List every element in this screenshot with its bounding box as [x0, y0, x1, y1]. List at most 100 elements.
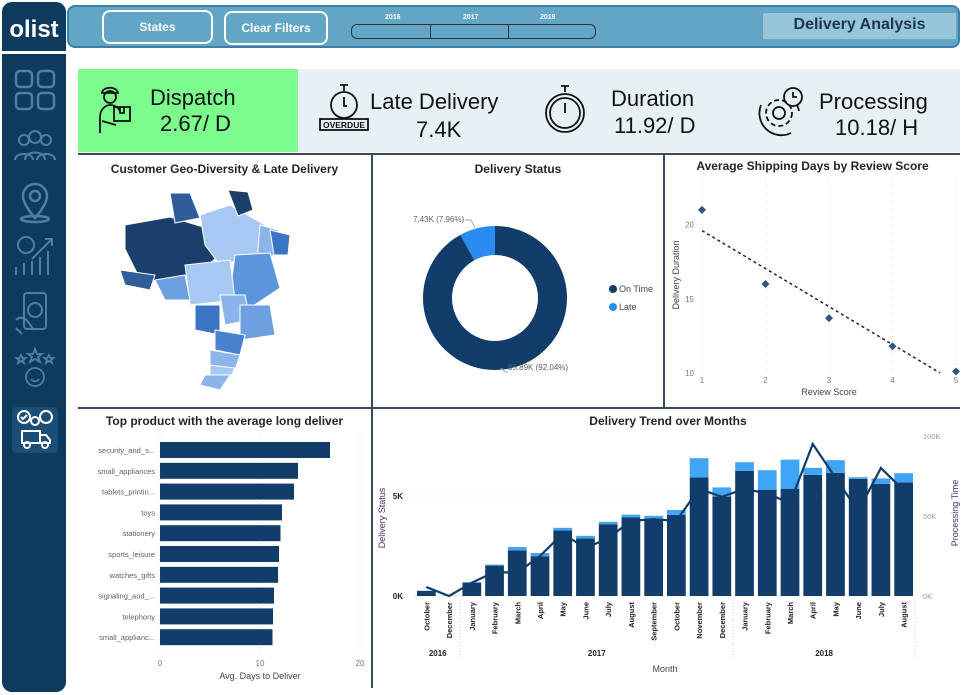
delivery-icon[interactable]: [12, 407, 58, 453]
legend-marker-1: [609, 303, 617, 311]
brazil-map[interactable]: [110, 185, 290, 390]
overdue-text: OVERDUE: [323, 120, 365, 130]
bar-on-time: [757, 489, 777, 596]
bar-on-time: [894, 482, 913, 596]
y-tick-label: 20: [685, 221, 694, 230]
kpi-processing: Processing 10.18/ H: [741, 69, 960, 152]
state-ro: [154, 274, 191, 301]
scatter-point: [698, 205, 706, 214]
y-axis-label: Delivery Status: [377, 487, 387, 548]
bar-category-label: telephony: [122, 612, 155, 621]
month-label: February: [491, 601, 500, 634]
x-tick-label: 4: [890, 376, 895, 385]
bar-category-label: stationery: [122, 529, 155, 538]
month-label: July: [604, 601, 613, 617]
bar-late: [485, 564, 504, 566]
y2-tick-label: 50K: [923, 512, 936, 521]
y-tick-label: 15: [685, 295, 694, 304]
bar-late: [712, 487, 732, 497]
month-label: October: [672, 602, 681, 631]
bar: [160, 504, 282, 521]
customers-icon[interactable]: [12, 124, 58, 170]
bar-late: [576, 535, 595, 539]
month-label: August: [900, 602, 909, 628]
bar-on-time: [871, 483, 891, 596]
donut-label-late: 7.43K (7.96%): [413, 215, 464, 224]
month-label: April: [809, 602, 818, 619]
payment-icon[interactable]: [12, 290, 58, 336]
bar-late: [667, 510, 686, 515]
donut-leader-on-time: [500, 367, 508, 373]
bar-late: [689, 458, 709, 478]
month-label: June: [854, 602, 863, 620]
bar-late: [780, 459, 800, 489]
processing-time-line: [425, 441, 905, 598]
x-tick-label: 20: [356, 659, 365, 668]
month-label: July: [877, 601, 886, 617]
year-label-2016: 2016: [385, 14, 401, 21]
scatter-point: [761, 280, 770, 288]
bar-category-label: small_applianc...: [99, 633, 155, 642]
month-label: January: [468, 601, 477, 631]
bar-on-time: [712, 496, 732, 596]
kpi-dispatch-label: Dispatch: [150, 85, 236, 110]
state-rs: [199, 374, 231, 390]
month-label: December: [445, 602, 454, 638]
bar-late: [621, 514, 641, 518]
month-label: May: [559, 601, 568, 616]
year-slicer[interactable]: [351, 24, 596, 39]
kpi-processing-label: Processing: [819, 89, 928, 114]
bar-on-time: [530, 556, 550, 596]
clear-filters-button[interactable]: Clear Filters: [224, 11, 328, 45]
bar-on-time: [485, 565, 504, 596]
states-button[interactable]: States: [102, 10, 213, 44]
bar: [160, 546, 279, 562]
month-label: August: [627, 602, 636, 628]
bar-late: [894, 473, 913, 483]
delivery-man-icon: [99, 86, 131, 133]
overdue-stopwatch-icon: OVERDUE: [319, 84, 369, 131]
bar: [160, 462, 298, 479]
year-label: 2017: [588, 649, 606, 658]
bar-late: [507, 547, 527, 551]
top-products-bar-chart: 0 10 20 security_and_s... small_appliancesta…: [97, 435, 365, 681]
bar-on-time: [621, 517, 641, 596]
legend-label-0: On Time: [619, 284, 653, 294]
kpi-duration-label: Duration: [611, 86, 695, 111]
bar-on-time: [417, 591, 436, 596]
bar-late: [735, 462, 754, 471]
bar: [160, 525, 281, 542]
year-label: 2016: [429, 649, 447, 658]
trend-title: Delivery Trend over Months: [589, 414, 747, 428]
bar-late: [757, 470, 777, 490]
x-tick-label: 3: [827, 376, 832, 385]
gear-clock-icon: [758, 87, 803, 137]
donut-title: Delivery Status: [474, 162, 562, 176]
bar-on-time: [462, 582, 482, 596]
state-pr: [209, 349, 241, 371]
kpi-duration-value: 11.92/ D: [614, 113, 696, 138]
trend-line: [701, 229, 941, 374]
location-icon[interactable]: [12, 178, 58, 224]
sidebar: olist: [2, 2, 66, 692]
map-title: Customer Geo-Diversity & Late Delivery: [110, 162, 339, 176]
month-label: September: [650, 602, 659, 641]
bar: [160, 483, 294, 500]
scatter-point: [952, 367, 960, 376]
y-tick-label: 5K: [393, 492, 403, 501]
dashboard-icon[interactable]: [12, 67, 58, 113]
revenue-icon[interactable]: [12, 233, 58, 279]
donut-slice-on-time: [423, 226, 567, 370]
bar-late: [848, 477, 868, 479]
bar-category-label: watches_gifts: [109, 571, 156, 580]
month-label: March: [513, 602, 522, 625]
month-label: June: [581, 602, 590, 620]
scatter-title: Average Shipping Days by Review Score: [696, 159, 929, 173]
state-ap: [227, 189, 254, 217]
reviews-icon[interactable]: [12, 345, 58, 391]
y2-axis-label: Processing Time: [950, 480, 960, 547]
bar-on-time: [826, 472, 845, 596]
month-label: October: [422, 602, 431, 631]
month-label: December: [718, 602, 727, 638]
x-tick-label: 5: [954, 376, 959, 385]
